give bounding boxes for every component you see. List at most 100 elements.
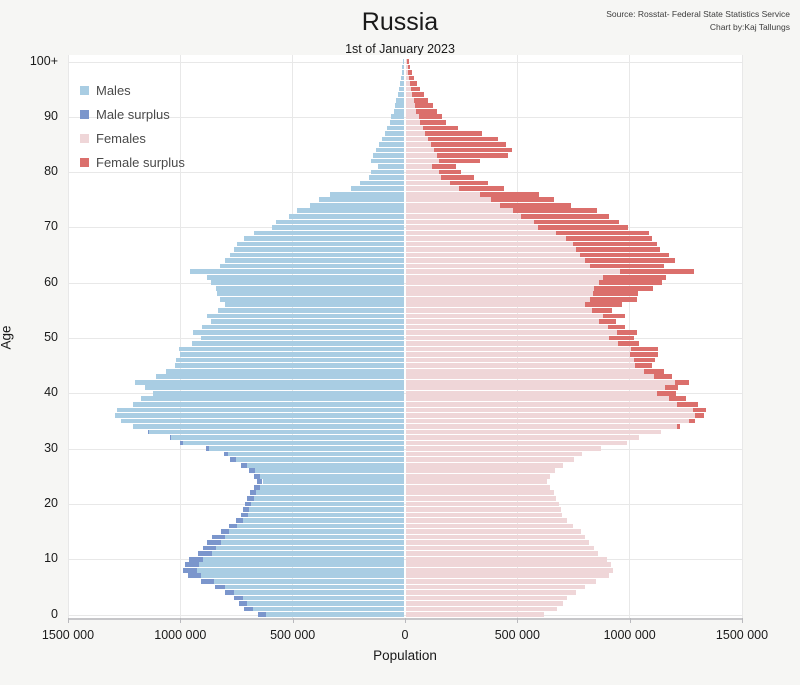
male-bar (235, 457, 405, 462)
female-bar (405, 578, 597, 584)
female-surplus-bar (618, 341, 639, 346)
male-bar (246, 462, 405, 468)
female-surplus-bar (434, 147, 512, 153)
female-bar (405, 97, 414, 103)
female-bar (405, 407, 693, 413)
male-surplus-bar (148, 429, 149, 435)
male-bar (385, 131, 405, 136)
male-bar (228, 451, 405, 457)
male-surplus-bar (235, 518, 244, 523)
male-bar (206, 274, 405, 280)
male-bar (174, 363, 405, 368)
male-bar (254, 468, 405, 474)
female-bar (405, 424, 678, 429)
male-surplus-bar (249, 468, 255, 474)
male-bar (382, 136, 405, 142)
female-surplus-bar (572, 241, 657, 247)
legend-label: Females (96, 130, 146, 146)
male-surplus-bar (169, 435, 172, 440)
female-surplus-bar (664, 385, 678, 391)
source-credit: Source: Rosstat- Federal State Statistic… (606, 8, 790, 34)
y-axis-tick-label: 100+ (29, 53, 58, 68)
male-bar (260, 473, 405, 479)
male-bar (252, 606, 405, 612)
male-bar (224, 258, 405, 263)
gridline-horizontal (68, 61, 742, 63)
male-bar (271, 225, 405, 230)
female-bar (405, 219, 535, 225)
male-surplus-bar (238, 601, 248, 606)
female-surplus-bar (420, 119, 447, 125)
female-bar (405, 153, 437, 158)
male-bar (179, 352, 405, 357)
male-surplus-bar (224, 590, 235, 595)
female-bar (405, 396, 669, 402)
female-bar (405, 213, 521, 219)
female-bar (405, 280, 599, 286)
female-bar (405, 285, 595, 291)
male-bar (145, 385, 405, 391)
gridline-horizontal (68, 448, 742, 450)
male-bar (175, 357, 405, 363)
female-surplus-bar (407, 59, 410, 64)
y-axis-tick-label: 90 (44, 108, 58, 123)
male-bar (182, 440, 405, 446)
male-bar (234, 590, 405, 595)
female-bar (405, 142, 431, 147)
male-bar (229, 529, 405, 534)
male-bar (400, 75, 405, 81)
x-axis-tick (180, 618, 182, 623)
female-bar (405, 446, 601, 451)
male-bar (359, 180, 405, 186)
male-bar (206, 313, 405, 319)
male-bar (230, 252, 405, 258)
female-bar (405, 114, 419, 120)
male-surplus-bar (247, 496, 254, 501)
male-bar (237, 523, 405, 529)
male-bar (249, 507, 405, 512)
females-swatch (80, 133, 89, 143)
y-axis-tick-label: 10 (44, 551, 58, 566)
male-bar (243, 236, 405, 241)
female-bar (405, 136, 428, 142)
female-surplus-bar (657, 390, 677, 396)
male-bar (201, 335, 405, 341)
female-surplus-bar (520, 213, 610, 219)
male-bar (250, 501, 405, 507)
female-bar (405, 202, 500, 208)
chart-author-line: Chart by:Kaj Tallungs (709, 22, 790, 32)
male-surplus-swatch (80, 109, 89, 119)
y-axis-tick-label: 50 (44, 330, 58, 344)
male-bar (393, 108, 405, 114)
x-axis-tick (68, 618, 69, 623)
female-bar (405, 584, 586, 590)
male-bar (211, 319, 405, 324)
female-bar (405, 191, 480, 197)
male-bar (213, 578, 405, 584)
x-axis-tick (742, 618, 743, 623)
male-bar (368, 175, 405, 180)
male-bar (402, 59, 405, 64)
male-bar (391, 114, 405, 120)
female-bar (405, 252, 580, 258)
male-bar (370, 158, 405, 164)
male-bar (193, 330, 405, 335)
female-bar (405, 462, 564, 468)
female-bar (405, 75, 410, 81)
female-bar (405, 418, 690, 424)
female-bar (405, 368, 645, 374)
male-bar (373, 153, 405, 158)
female-surplus-bar (490, 197, 555, 203)
male-surplus-bar (241, 512, 248, 518)
female-bar (405, 612, 545, 617)
female-surplus-bar (432, 164, 457, 169)
male-surplus-bar (201, 578, 214, 584)
female-surplus-bar (585, 302, 623, 308)
female-bar (405, 385, 665, 391)
female-bar (405, 429, 662, 435)
female-bar (405, 81, 410, 86)
female-bar (405, 302, 586, 308)
female-surplus-bar (408, 70, 412, 75)
male-surplus-bar (244, 501, 251, 507)
